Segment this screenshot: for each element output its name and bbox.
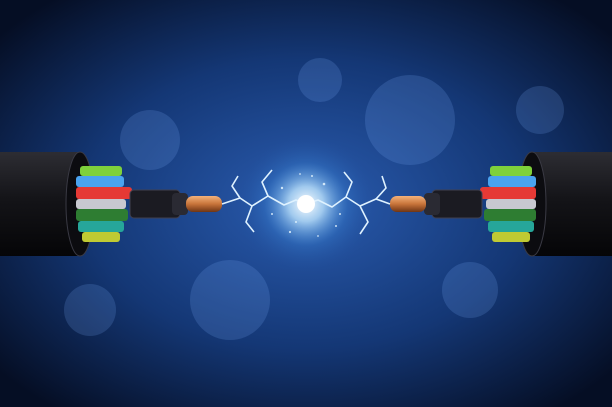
left-copper-core (186, 196, 222, 212)
right-fiber-bundle (480, 166, 536, 242)
bokeh-lights (64, 58, 564, 340)
right-cable (390, 151, 612, 257)
left-fiber-bundle (76, 166, 132, 242)
electric-spark (221, 134, 391, 274)
right-copper-core (390, 196, 426, 212)
left-cable (0, 151, 222, 257)
